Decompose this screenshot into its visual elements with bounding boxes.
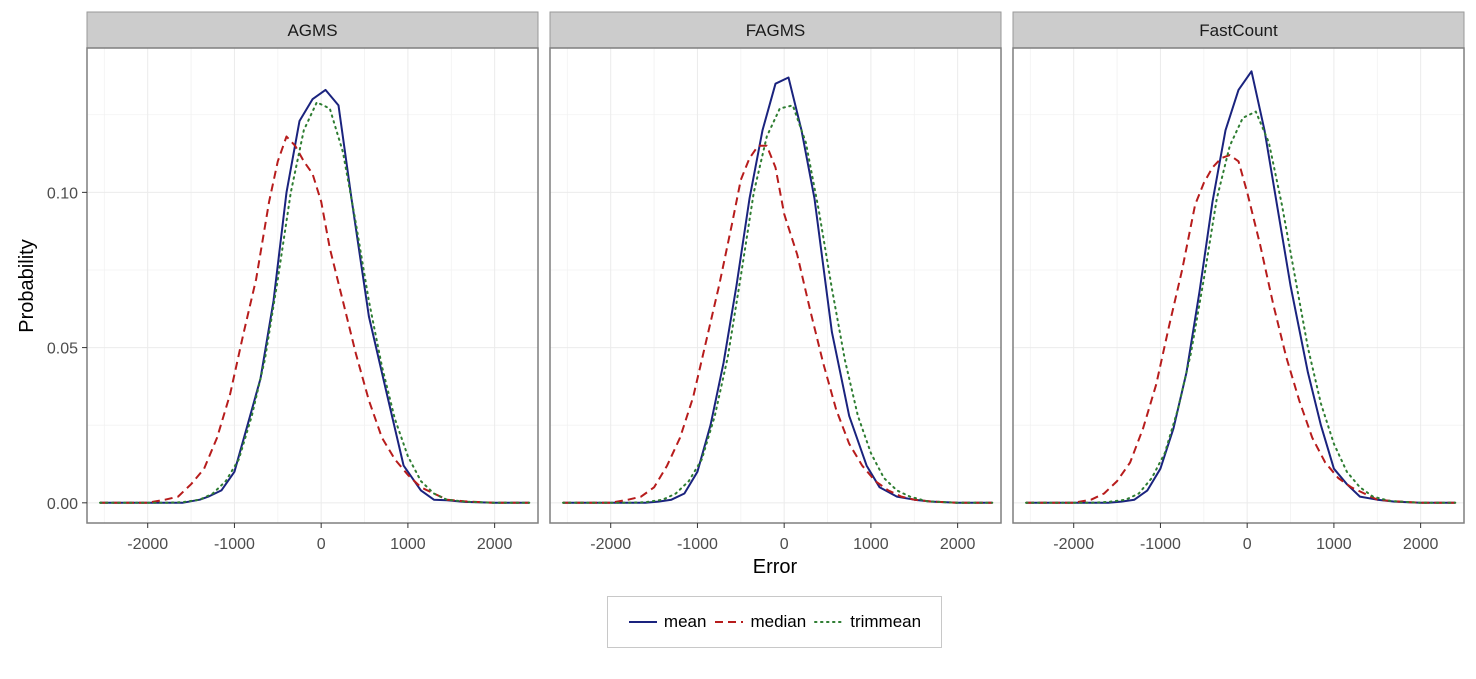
x-tick-label-agms: 0 xyxy=(317,536,326,553)
legend-key-mean xyxy=(628,621,657,623)
plot-background-agms xyxy=(87,48,538,523)
legend-key-trimmean xyxy=(814,621,845,623)
y-tick-label: 0.10 xyxy=(47,185,78,202)
strip-title-fastcount: FastCount xyxy=(1199,21,1278,40)
x-tick-label-fagms: 2000 xyxy=(940,536,976,553)
series-line-trimmean-agms xyxy=(99,101,531,504)
x-tick-label-agms: 2000 xyxy=(477,536,513,553)
legend: mean median trimmean xyxy=(607,596,942,648)
series-line-trimmean-fagms xyxy=(562,104,994,504)
strip-fagms xyxy=(549,11,1002,49)
y-tick-label: 0.05 xyxy=(47,341,78,358)
x-axis-title: Error xyxy=(753,556,798,578)
x-tick-label-agms: -2000 xyxy=(127,536,168,553)
strip-title-agms: AGMS xyxy=(287,21,337,40)
panels-group: AGMS -2000 -1000 0 1000 2000 0.00 0.05 0.10 FAGMS… xyxy=(47,11,1465,553)
x-tick-label-fastcount: 2000 xyxy=(1403,536,1439,553)
series-line-median-agms xyxy=(100,135,530,504)
x-tick-label-fagms: 0 xyxy=(780,536,789,553)
series-line-mean-fastcount xyxy=(1026,70,1456,504)
legend-item-median: median xyxy=(714,612,806,632)
x-tick-label-fagms: 1000 xyxy=(853,536,889,553)
plot-background-fastcount xyxy=(1013,48,1464,523)
x-tick-label-fagms: -1000 xyxy=(677,536,718,553)
x-tick-label-agms: 1000 xyxy=(390,536,426,553)
legend-label-trimmean: trimmean xyxy=(850,612,922,631)
plot-background-fagms xyxy=(550,48,1001,523)
x-tick-label-fagms: -2000 xyxy=(590,536,631,553)
legend-key-median xyxy=(715,621,744,623)
strip-agms xyxy=(86,11,539,49)
y-axis-title: Probability xyxy=(16,239,38,332)
panel-fagms: FAGMS -2000 -1000 0 1000 2000 xyxy=(549,11,1002,553)
x-tick-label-fastcount: 1000 xyxy=(1316,536,1352,553)
strip-title-fagms: FAGMS xyxy=(746,21,806,40)
panel-fastcount: FastCount -2000 -1000 0 1000 2000 xyxy=(1012,11,1465,553)
x-tick-label-fastcount: -1000 xyxy=(1140,536,1181,553)
strip-fastcount xyxy=(1012,11,1465,49)
legend-item-mean: mean xyxy=(628,612,707,632)
legend-label-median: median xyxy=(750,612,807,631)
x-tick-label-fastcount: 0 xyxy=(1243,536,1252,553)
panel-agms: AGMS -2000 -1000 0 1000 2000 0.00 0.05 0.10 xyxy=(47,11,539,553)
x-tick-label-agms: -1000 xyxy=(214,536,255,553)
legend-label-mean: mean xyxy=(663,612,707,631)
panel-border-fagms xyxy=(549,47,1002,524)
series-line-median-fagms xyxy=(563,144,993,504)
x-tick-label-fastcount: -2000 xyxy=(1053,536,1094,553)
panel-border-agms xyxy=(86,47,539,524)
panel-border-fastcount xyxy=(1012,47,1465,524)
series-line-median-fastcount xyxy=(1026,154,1456,504)
y-tick-label: 0.00 xyxy=(47,496,78,513)
series-line-mean-fagms xyxy=(563,76,993,504)
legend-item-trimmean: trimmean xyxy=(814,612,921,632)
